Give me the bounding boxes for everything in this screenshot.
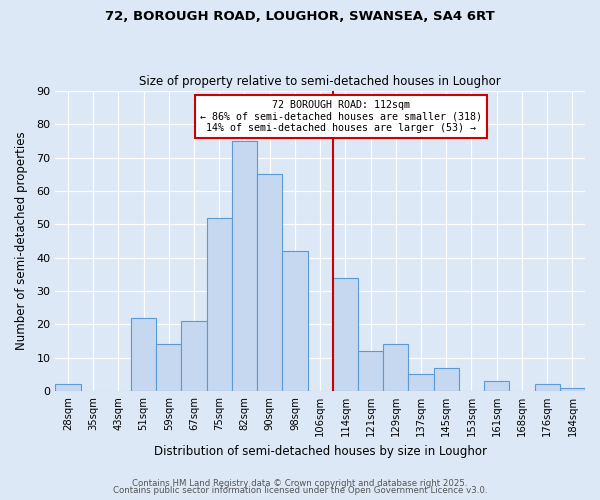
Bar	[206, 218, 232, 391]
Bar	[156, 344, 181, 391]
Bar	[535, 384, 560, 391]
Bar	[333, 278, 358, 391]
Text: Contains public sector information licensed under the Open Government Licence v3: Contains public sector information licen…	[113, 486, 487, 495]
Bar	[55, 384, 80, 391]
Bar	[383, 344, 409, 391]
Bar	[484, 381, 509, 391]
Bar	[232, 141, 257, 391]
Text: 72, BOROUGH ROAD, LOUGHOR, SWANSEA, SA4 6RT: 72, BOROUGH ROAD, LOUGHOR, SWANSEA, SA4 …	[105, 10, 495, 23]
Text: Contains HM Land Registry data © Crown copyright and database right 2025.: Contains HM Land Registry data © Crown c…	[132, 478, 468, 488]
Bar	[434, 368, 459, 391]
Bar	[358, 351, 383, 391]
Bar	[283, 251, 308, 391]
Bar	[131, 318, 156, 391]
Bar	[257, 174, 283, 391]
Bar	[560, 388, 585, 391]
Bar	[409, 374, 434, 391]
Y-axis label: Number of semi-detached properties: Number of semi-detached properties	[15, 132, 28, 350]
Title: Size of property relative to semi-detached houses in Loughor: Size of property relative to semi-detach…	[139, 76, 501, 88]
Bar	[181, 321, 206, 391]
Text: 72 BOROUGH ROAD: 112sqm
← 86% of semi-detached houses are smaller (318)
14% of s: 72 BOROUGH ROAD: 112sqm ← 86% of semi-de…	[200, 100, 482, 134]
X-axis label: Distribution of semi-detached houses by size in Loughor: Distribution of semi-detached houses by …	[154, 444, 487, 458]
